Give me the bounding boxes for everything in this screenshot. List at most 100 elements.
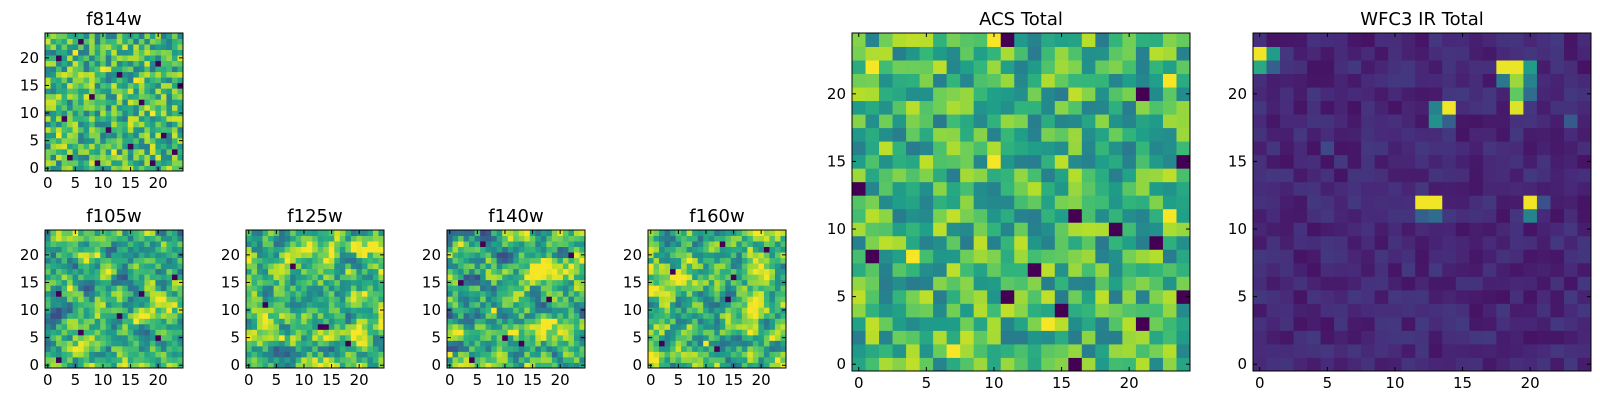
heatmap-cell [769, 257, 776, 264]
heatmap-cell [345, 323, 352, 330]
heatmap-cell [94, 279, 101, 286]
heatmap-cell [372, 263, 379, 270]
heatmap-cell [906, 343, 921, 358]
heatmap-cell [529, 351, 536, 358]
heatmap-cell [692, 263, 699, 270]
heatmap-cell [83, 307, 90, 314]
heatmap-cell [529, 290, 536, 297]
heatmap-cell [1320, 73, 1335, 88]
heatmap-cell [546, 345, 553, 352]
heatmap-cell [1122, 222, 1137, 237]
heatmap-cell [865, 249, 880, 264]
heatmap-cell [105, 38, 112, 45]
heatmap-cell [149, 285, 156, 292]
heatmap-cell [171, 55, 178, 62]
heatmap-cell [105, 33, 112, 39]
panel-title: f160w [689, 206, 744, 227]
heatmap-cell [725, 268, 732, 275]
heatmap-cell [579, 268, 586, 275]
heatmap-cell [447, 296, 453, 303]
heatmap-cell [67, 356, 74, 363]
heatmap-cell [171, 263, 178, 270]
heatmap-cell [105, 263, 112, 270]
heatmap-cell [350, 345, 357, 352]
heatmap-cell [111, 49, 118, 56]
heatmap-cell [160, 104, 167, 111]
heatmap-cell [160, 263, 167, 270]
heatmap-cell [72, 126, 79, 133]
heatmap-cell [865, 46, 880, 61]
heatmap-cell [879, 208, 894, 223]
heatmap-cell [1293, 303, 1308, 318]
heatmap-cell [116, 44, 123, 51]
heatmap-cell [524, 323, 531, 330]
heatmap-cell [1176, 303, 1191, 318]
heatmap-cell [524, 356, 531, 363]
heatmap-cell [529, 334, 536, 341]
heatmap-cell [562, 312, 569, 319]
heatmap-cell [725, 323, 732, 330]
heatmap-cell [301, 268, 308, 275]
heatmap-cell [334, 340, 341, 347]
heatmap-cell [160, 241, 167, 248]
heatmap-cell [100, 148, 107, 155]
heatmap-cell [1135, 181, 1150, 196]
heatmap-cell [94, 235, 101, 242]
heatmap-cell [166, 104, 173, 111]
heatmap-cell [111, 263, 118, 270]
heatmap-cell [1509, 276, 1524, 291]
heatmap-cell [725, 301, 732, 308]
heatmap-cell [72, 99, 79, 106]
heatmap-cell [557, 235, 564, 242]
heatmap-cell [171, 159, 178, 166]
heatmap-cell [72, 296, 79, 303]
heatmap-cell [83, 38, 90, 45]
heatmap-cell [458, 230, 465, 236]
x-tick-label: 5 [922, 374, 932, 392]
heatmap-cell [83, 318, 90, 325]
heatmap-cell [361, 318, 368, 325]
heatmap-cell [1509, 168, 1524, 183]
heatmap-cell [741, 340, 748, 347]
heatmap-cell [507, 323, 514, 330]
heatmap-cell [177, 148, 184, 155]
heatmap-cell [780, 257, 787, 264]
heatmap-cell [562, 268, 569, 275]
heatmap-cell [78, 126, 85, 133]
heatmap-cell [1550, 235, 1565, 250]
y-tick-label: 10 [221, 301, 240, 319]
heatmap-cell [546, 268, 553, 275]
heatmap-cell [334, 329, 341, 336]
heatmap-cell [356, 345, 363, 352]
heatmap-cell [502, 290, 509, 297]
heatmap-cell [116, 334, 123, 341]
heatmap-cell [1108, 181, 1123, 196]
heatmap-cell [1347, 46, 1362, 61]
heatmap-cell [144, 77, 151, 84]
heatmap-cell [1550, 114, 1565, 129]
heatmap-cell [1442, 87, 1457, 102]
heatmap-cell [946, 154, 961, 169]
heatmap-cell [1149, 195, 1164, 210]
heatmap-cell [372, 268, 379, 275]
heatmap-cell [736, 334, 743, 341]
heatmap-cell [295, 263, 302, 270]
heatmap-cell [273, 318, 280, 325]
heatmap-cell [273, 312, 280, 319]
heatmap-cell [111, 230, 118, 236]
heatmap-cell [524, 268, 531, 275]
heatmap-cell [67, 159, 74, 166]
heatmap-cell [144, 263, 151, 270]
heatmap-cell [664, 318, 671, 325]
heatmap-cell [155, 132, 162, 139]
heatmap-cell [138, 312, 145, 319]
heatmap-cell [1428, 87, 1443, 102]
heatmap-cell [72, 356, 79, 363]
heatmap-cell [94, 312, 101, 319]
heatmap-cell [1176, 168, 1191, 183]
heatmap-cell [323, 351, 330, 358]
heatmap-cell [1320, 141, 1335, 156]
heatmap-cell [447, 290, 453, 297]
heatmap-cell [144, 246, 151, 253]
heatmap-cell [334, 323, 341, 330]
